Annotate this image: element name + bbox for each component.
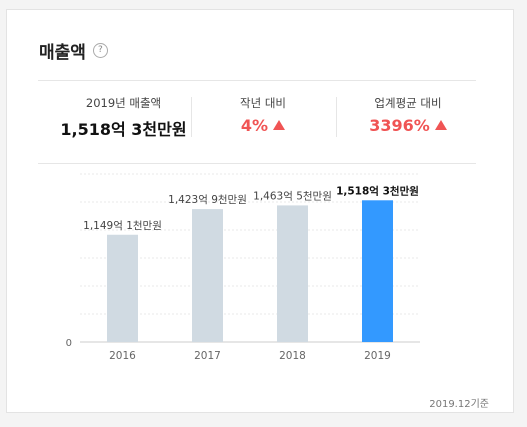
- data-label-2018: 1,463억 5천만원: [253, 190, 332, 202]
- up-triangle-icon: [434, 120, 447, 130]
- stat-revenue: 2019년 매출액 1,518억 3천만원: [56, 95, 191, 140]
- stat-industry-value: 3396%: [369, 116, 430, 135]
- bar-2017[interactable]: [192, 209, 223, 342]
- stat-industry-label: 업계평균 대비: [374, 96, 442, 110]
- revenue-card: [6, 9, 514, 413]
- bar-2019[interactable]: [362, 200, 393, 342]
- stat-separator: [336, 97, 337, 137]
- card-title: 매출액: [39, 43, 86, 63]
- divider-bottom: [38, 163, 476, 164]
- x-tick-2019: 2019: [364, 350, 391, 362]
- stat-yoy-label: 작년 대비: [240, 96, 286, 110]
- stat-separator: [191, 97, 192, 137]
- divider-top: [38, 80, 476, 81]
- bar-2018[interactable]: [277, 205, 308, 342]
- up-triangle-icon: [273, 120, 286, 130]
- title-row: 매출액 ?: [39, 38, 108, 63]
- x-tick-2018: 2018: [279, 350, 306, 362]
- y-tick-label: 0: [66, 338, 72, 349]
- x-tick-2016: 2016: [109, 350, 136, 362]
- footnote: 2019.12기준: [429, 399, 489, 410]
- stat-revenue-value: 1,518억 3천만원: [60, 120, 187, 139]
- data-label-2017: 1,423억 9천만원: [168, 194, 247, 206]
- data-label-2019: 1,518억 3천만원: [336, 184, 419, 197]
- data-label-2016: 1,149억 1천만원: [83, 220, 162, 232]
- help-icon[interactable]: ?: [92, 43, 108, 58]
- bar-2016[interactable]: [107, 234, 138, 342]
- stat-yoy: 작년 대비 4%: [192, 95, 334, 135]
- stat-revenue-label: 2019년 매출액: [85, 96, 162, 110]
- stat-yoy-value: 4%: [240, 116, 269, 135]
- revenue-bar-chart: 0 1,149억 1천만원 2016 1,423억 9천만원 2017 1,463억 5천…: [66, 173, 420, 362]
- x-tick-2017: 2017: [194, 350, 221, 362]
- stat-industry: 업계평균 대비 3396%: [337, 95, 479, 135]
